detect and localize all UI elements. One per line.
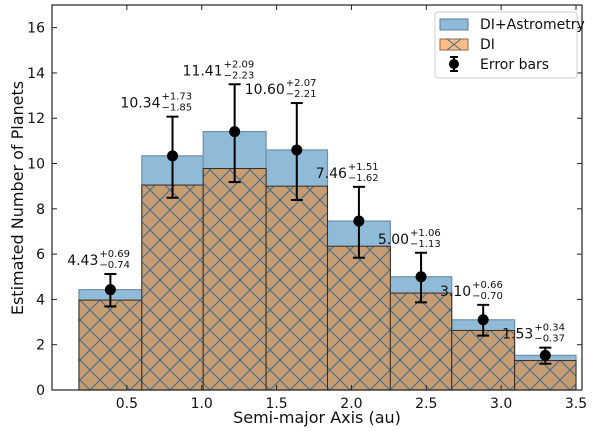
x-tick-label: 1.5 [265, 396, 287, 412]
lower-error-label: −0.74 [99, 260, 130, 271]
upper-error-label: +1.73 [162, 92, 193, 103]
y-tick-label: 0 [36, 383, 45, 399]
plot-frame [51, 4, 583, 391]
upper-error-label: +1.06 [410, 228, 441, 239]
upper-error-label: +0.66 [472, 280, 503, 291]
x-tick-label: 2.5 [415, 396, 437, 412]
value-label: 11.41 [183, 63, 223, 79]
bar-di-hatch [451, 329, 516, 391]
data-point [477, 314, 489, 326]
data-point [539, 349, 551, 361]
x-axis-label: Semi-major Axis (au) [233, 408, 401, 427]
data-point [104, 284, 116, 296]
upper-error-label: +2.09 [224, 59, 255, 70]
x-tick-label: 1.0 [191, 396, 213, 412]
y-tick-label: 4 [36, 292, 45, 308]
bar-di-hatch [326, 245, 391, 391]
lower-error-label: −1.62 [348, 173, 379, 184]
lower-error-label: −0.70 [472, 291, 503, 302]
value-label: 3.10 [440, 284, 471, 300]
data-point [291, 144, 303, 156]
y-tick-label: 12 [27, 111, 45, 127]
bar-di-hatch [514, 360, 577, 391]
y-tick-label: 16 [27, 21, 45, 37]
value-label: 10.34 [120, 96, 160, 112]
data-point [353, 215, 365, 227]
lower-error-label: −0.37 [534, 334, 565, 345]
y-tick-label: 8 [36, 202, 45, 218]
upper-error-label: +2.07 [286, 78, 317, 89]
legend-label-di: DI [480, 37, 495, 53]
legend-label-error-bars: Error bars [480, 57, 549, 73]
lower-error-label: −1.85 [162, 103, 193, 114]
value-label: 7.46 [316, 166, 347, 182]
bar-di-hatch [265, 185, 328, 391]
value-label: 10.60 [245, 82, 285, 98]
bar-di-hatch [202, 168, 267, 391]
y-tick-label: 10 [27, 157, 45, 173]
bar-di-hatch [389, 292, 453, 391]
lower-error-label: −2.23 [224, 70, 255, 81]
upper-error-label: +1.51 [348, 162, 379, 173]
data-point [167, 150, 179, 162]
x-tick-label: 3.5 [565, 396, 587, 412]
legend: DI+Astrometry DI Error bars [434, 11, 585, 79]
lower-error-label: −1.13 [410, 239, 441, 250]
legend-errorbar-marker [449, 56, 459, 72]
y-axis-label: Estimated Number of Planets [8, 81, 27, 315]
value-label: 1.53 [502, 327, 533, 343]
bar-di-hatch [141, 184, 204, 391]
legend-label-di-astrometry: DI+Astrometry [480, 17, 585, 33]
x-tick-label: 0.5 [116, 396, 138, 412]
data-point [415, 271, 427, 283]
lower-error-label: −2.21 [286, 89, 317, 100]
upper-error-label: +0.69 [99, 249, 130, 260]
value-label: 4.43 [67, 253, 98, 269]
y-tick-label: 2 [36, 338, 45, 354]
legend-swatch-di-astrometry [439, 18, 469, 31]
bar-di-hatch [78, 299, 143, 391]
upper-error-label: +0.34 [534, 323, 565, 334]
x-tick-label: 2.0 [340, 396, 362, 412]
x-tick-label: 3.0 [490, 396, 512, 412]
y-tick-label: 14 [27, 66, 45, 82]
y-tick-label: 6 [36, 247, 45, 263]
data-point [229, 126, 241, 138]
value-label: 5.00 [378, 232, 409, 248]
